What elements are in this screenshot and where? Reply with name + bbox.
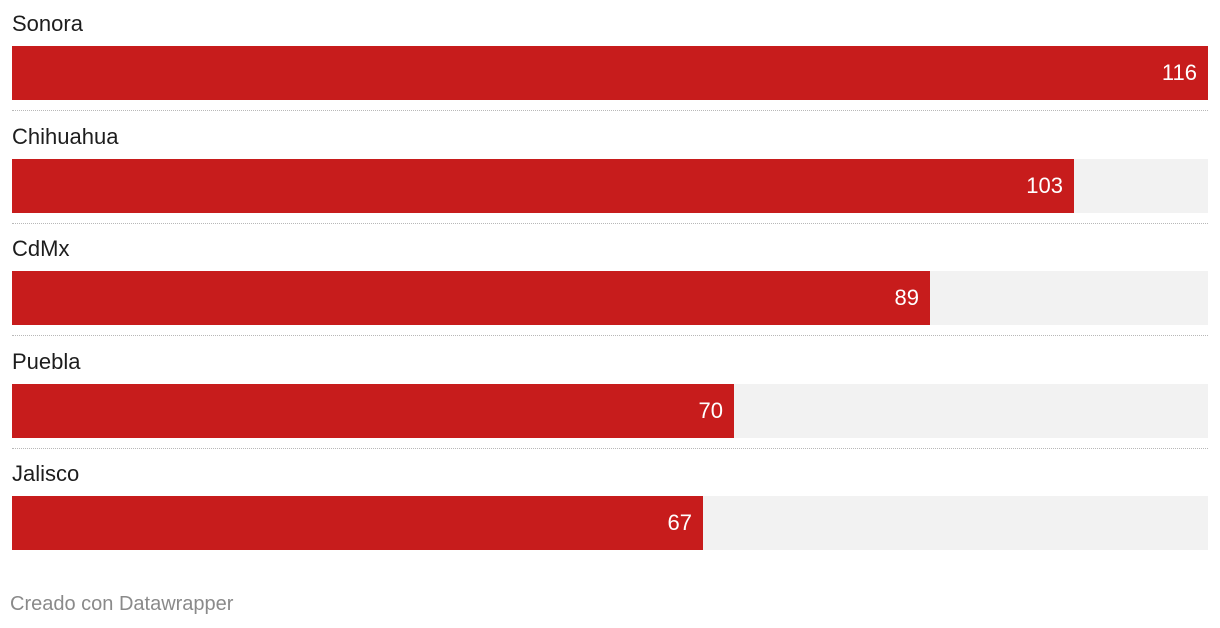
bar: 116 — [12, 46, 1208, 100]
row-divider — [12, 335, 1208, 336]
bar: 103 — [12, 159, 1074, 213]
bar-row: Puebla 70 — [12, 338, 1208, 450]
bar-row: CdMx 89 — [12, 225, 1208, 337]
bar-track: 89 — [12, 271, 1208, 325]
bar: 67 — [12, 496, 703, 550]
row-divider — [12, 110, 1208, 111]
category-label: CdMx — [12, 236, 70, 261]
category-label: Puebla — [12, 349, 81, 374]
category-label: Sonora — [12, 11, 83, 36]
bar-value-label: 70 — [698, 398, 723, 423]
credit-footer: Creado con Datawrapper — [10, 593, 234, 615]
bar-track: 103 — [12, 159, 1208, 213]
bar-row: Chihuahua 103 — [12, 113, 1208, 225]
bar-track: 116 — [12, 46, 1208, 100]
row-divider — [12, 223, 1208, 224]
bar-row: Jalisco 67 — [12, 450, 1208, 562]
bar-value-label: 89 — [894, 285, 919, 310]
row-divider — [12, 448, 1208, 449]
category-label: Chihuahua — [12, 124, 119, 149]
bar-row: Sonora 116 — [12, 0, 1208, 112]
bar-value-label: 67 — [667, 510, 692, 535]
bar: 70 — [12, 384, 734, 438]
bar-value-label: 103 — [1026, 173, 1063, 198]
category-label: Jalisco — [12, 461, 80, 486]
bar-value-label: 116 — [1161, 60, 1197, 85]
bar-track: 70 — [12, 384, 1208, 438]
bar: 89 — [12, 271, 930, 325]
bar-track: 67 — [12, 496, 1208, 550]
